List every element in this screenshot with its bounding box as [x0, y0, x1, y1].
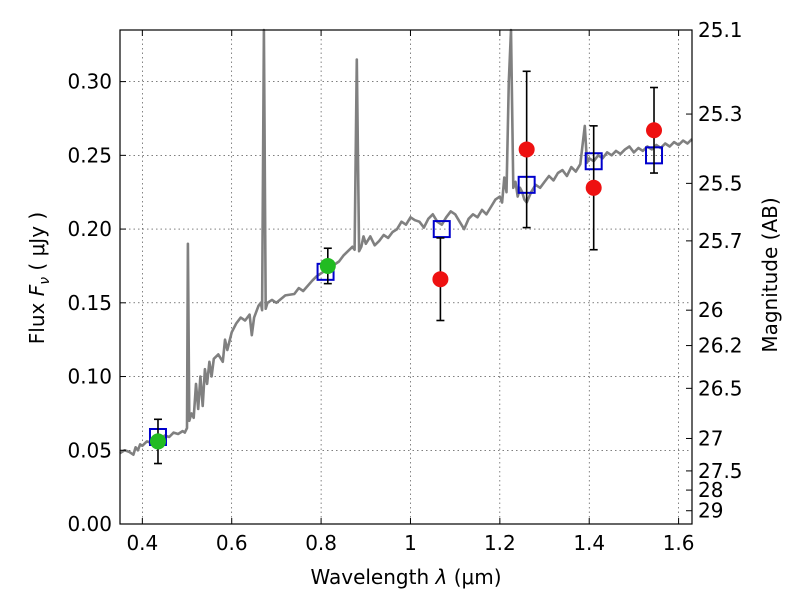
y-axis-label: Flux Fν ( μJy ) — [25, 212, 53, 344]
y2-tick-label: 29 — [698, 499, 723, 523]
spectrum-layer — [119, 28, 693, 456]
x-tick-label: 1.2 — [484, 531, 516, 555]
detections-point — [149, 433, 166, 450]
x-tick-label: 1 — [404, 531, 417, 555]
y-tick-label: 0.00 — [67, 512, 112, 536]
y-tick-label: 0.10 — [67, 365, 112, 389]
y2-tick-label: 25.5 — [698, 171, 743, 195]
measurements-point — [646, 122, 663, 139]
x-axis-label: Wavelength λ (μm) — [310, 565, 501, 589]
tick-layer: 0.4 0.6 0.8 1 1.2 1.4 1.6 0.00 0.05 0.10 0.15 0.20 0… — [67, 18, 742, 555]
y2-tick-label: 26 — [698, 298, 723, 322]
y2-tick-label: 28 — [698, 478, 723, 502]
y-tick-label: 0.05 — [67, 438, 112, 462]
y2-tick-label: 26.5 — [698, 376, 743, 400]
marker-layer — [148, 70, 664, 465]
y2-tick-label: 25.3 — [698, 102, 743, 126]
y-tick-label: 0.30 — [67, 70, 112, 94]
y2-tick-label: 25.1 — [698, 18, 743, 42]
y-tick-label: 0.15 — [67, 291, 112, 315]
y2-tick-label: 27 — [698, 426, 723, 450]
detections-point — [319, 257, 336, 274]
x-tick-label: 1.4 — [573, 531, 605, 555]
measurements-point — [585, 179, 602, 196]
y2-tick-label: 27.5 — [698, 459, 743, 483]
model-square-marker — [432, 220, 451, 239]
y-tick-label: 0.25 — [67, 143, 112, 167]
x-tick-label: 1.6 — [663, 531, 695, 555]
plot-frame — [119, 29, 693, 525]
measurements-point — [432, 271, 449, 288]
x-tick-label: 0.4 — [126, 531, 158, 555]
spectrum-line — [119, 28, 693, 456]
y2-tick-label: 25.7 — [698, 229, 743, 253]
x-tick-label: 0.6 — [216, 531, 248, 555]
y2-tick-label: 26.2 — [698, 334, 743, 358]
y2-axis-label: Magnitude (AB) — [758, 197, 782, 352]
x-tick-label: 0.8 — [305, 531, 337, 555]
grid-lines — [120, 30, 692, 525]
y-tick-label: 0.20 — [67, 217, 112, 241]
measurements-point — [518, 141, 535, 158]
